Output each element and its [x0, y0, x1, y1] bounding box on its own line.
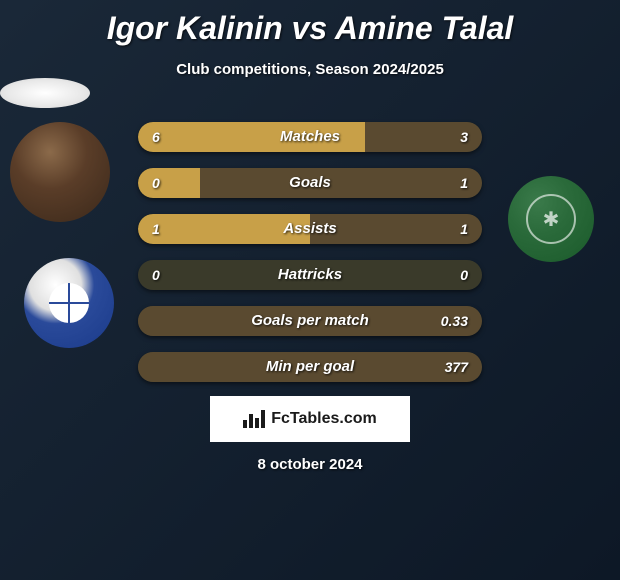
- stat-value-left: 1: [152, 214, 160, 244]
- stat-row: Min per goal377: [138, 352, 482, 382]
- stat-value-right: 1: [460, 214, 468, 244]
- stat-row: Matches6 3: [138, 122, 482, 152]
- subtitle: Club competitions, Season 2024/2025: [0, 61, 620, 78]
- stat-value-right: 0: [460, 260, 468, 290]
- stat-row: Goals0 1: [138, 168, 482, 198]
- stat-value-right: 3: [460, 122, 468, 152]
- footer-brand-badge: FcTables.com: [210, 396, 410, 442]
- club-right-badge: ✱: [508, 176, 594, 262]
- stat-row: Hattricks0 0: [138, 260, 482, 290]
- stat-value-right: 0.33: [441, 306, 468, 336]
- stat-value-right: 377: [445, 352, 468, 382]
- footer-brand-text: FcTables.com: [271, 410, 377, 428]
- club-left-badge: [24, 258, 114, 348]
- player-right-avatar: [0, 78, 90, 108]
- bar-chart-icon: [243, 410, 265, 428]
- stat-value-left: 6: [152, 122, 160, 152]
- stat-label: Goals per match: [138, 306, 482, 336]
- footer-date: 8 october 2024: [0, 456, 620, 473]
- soccer-ball-icon: [49, 283, 89, 323]
- stat-value-left: 0: [152, 260, 160, 290]
- stat-label: Hattricks: [138, 260, 482, 290]
- stat-value-left: 0: [152, 168, 160, 198]
- stat-label: Goals: [138, 168, 482, 198]
- stat-label: Assists: [138, 214, 482, 244]
- stat-label: Min per goal: [138, 352, 482, 382]
- stat-value-right: 1: [460, 168, 468, 198]
- stat-row: Assists1 1: [138, 214, 482, 244]
- page-title: Igor Kalinin vs Amine Talal: [0, 0, 620, 47]
- club-crest-icon: ✱: [526, 194, 576, 244]
- stats-bars: Matches63Goals01Assists11Hattricks00Goal…: [138, 122, 482, 398]
- player-left-avatar: [10, 122, 110, 222]
- stat-label: Matches: [138, 122, 482, 152]
- stat-row: Goals per match0.33: [138, 306, 482, 336]
